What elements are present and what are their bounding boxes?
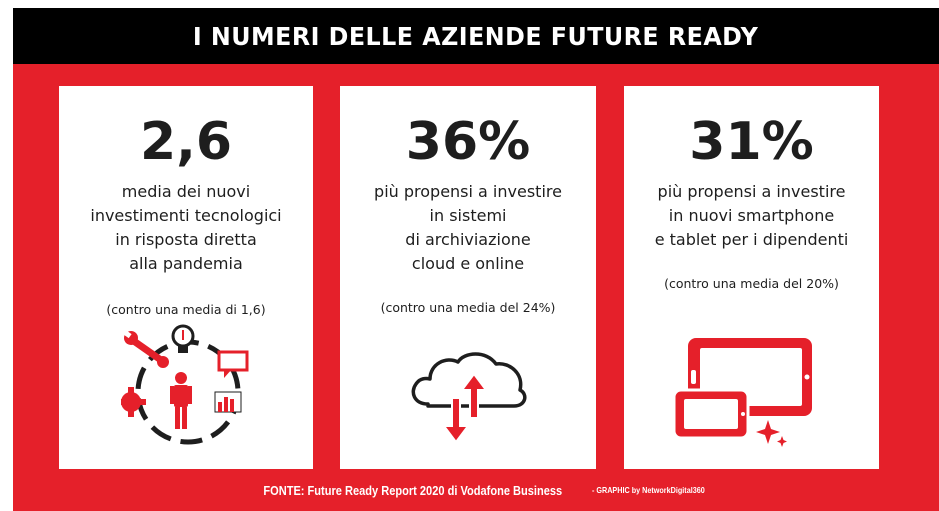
lightbulb-icon	[171, 324, 195, 353]
bar-chart-icon	[214, 391, 242, 413]
tablet-smartphone-icon	[672, 338, 812, 447]
description-line: in sistemi	[429, 206, 507, 225]
description-line: alla pandemia	[129, 254, 243, 273]
arrow-down-icon	[442, 397, 470, 444]
person-icon	[170, 372, 192, 429]
description-line: in nuovi smartphone	[668, 206, 835, 225]
comparison-note: (contro una media di 1,6)	[106, 302, 266, 317]
description-line: e tablet per i dipendenti	[654, 230, 849, 249]
comparison-note: (contro una media del 24%)	[380, 300, 556, 315]
stat-card-1: 2,6 media dei nuovi investimenti tecnolo…	[59, 86, 313, 469]
smartphone-icon	[672, 388, 750, 440]
comparison-note: (contro una media del 20%)	[664, 276, 839, 291]
sparkle-icon	[756, 420, 787, 447]
description-line: di archiviazione	[405, 230, 531, 249]
stat-card-3: 31% più propensi a investire in nuovi sm…	[624, 86, 879, 469]
header-bar: I NUMERI DELLE AZIENDE FUTURE READY	[13, 8, 939, 64]
page-title: I NUMERI DELLE AZIENDE FUTURE READY	[193, 21, 759, 51]
stat-description: più propensi a investire in nuovi smartp…	[624, 180, 879, 252]
stat-value: 2,6	[139, 112, 233, 172]
stat-description: più propensi a investire in sistemi di a…	[340, 180, 596, 276]
stat-value: 36%	[405, 112, 531, 172]
wrench-icon	[123, 330, 169, 368]
stat-description: media dei nuovi investimenti tecnologici…	[59, 180, 313, 276]
description-line: media dei nuovi	[121, 182, 251, 201]
footer: FONTE: Future Ready Report 2020 di Vodaf…	[13, 476, 939, 504]
description-line: cloud e online	[411, 254, 525, 273]
description-line: più propensi a investire	[374, 182, 562, 201]
chat-bubble-icon	[217, 350, 249, 378]
description-line: più propensi a investire	[657, 182, 846, 201]
cloud-upload-download-icon	[411, 352, 527, 444]
credit-text: - GRAPHIC by NetworkDigital360	[592, 485, 706, 495]
business-investment-icon	[121, 324, 249, 445]
stat-card-2: 36% più propensi a investire in sistemi …	[340, 86, 596, 469]
gear-icon	[121, 387, 146, 417]
description-line: in risposta diretta	[115, 230, 257, 249]
source-text: FONTE: Future Ready Report 2020 di Vodaf…	[263, 482, 563, 498]
arrow-up-icon	[460, 372, 488, 419]
stat-value: 31%	[689, 112, 814, 172]
description-line: investimenti tecnologici	[90, 206, 282, 225]
